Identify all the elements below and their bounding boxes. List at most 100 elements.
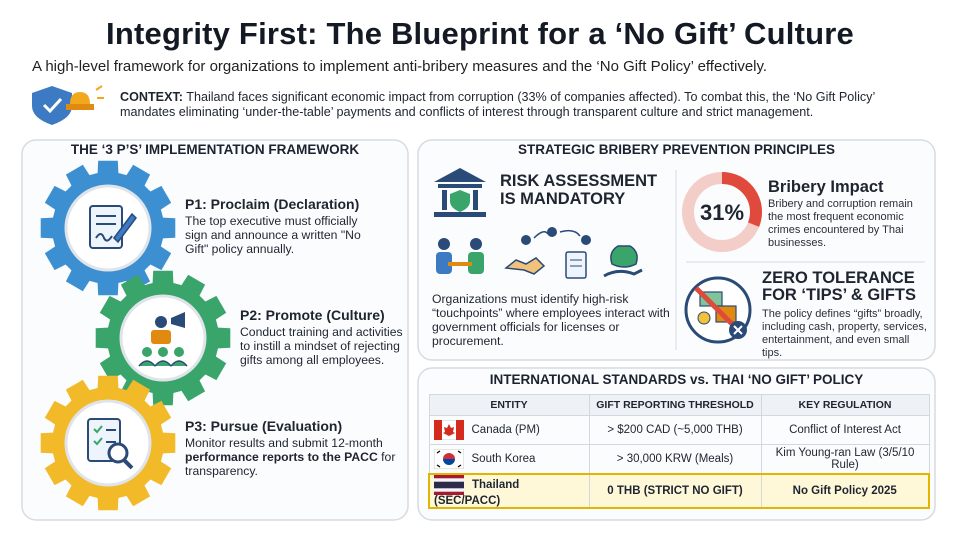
section-heading: STRATEGIC BRIBERY PREVENTION PRINCIPLES [517, 142, 836, 157]
touchpoint-icons-part [438, 238, 450, 250]
risk-title: RISK ASSESSMENT IS MANDATORY [500, 172, 658, 208]
pursue-icon-part [93, 437, 103, 446]
touchpoint-icons-part [436, 252, 452, 274]
pursue-icon-part [107, 442, 129, 464]
step-text: Monitor results and submit 12-month perf… [185, 436, 405, 478]
cell: Canada (PM) [428, 415, 590, 445]
touchpoint-icons-part [610, 245, 638, 268]
step-text: Monitor results and submit 12-month [185, 436, 383, 450]
cell: 0 THB (STRICT NO GIFT) [588, 473, 762, 509]
touchpoint-icons-part [468, 252, 484, 274]
column-header: GIFT REPORTING THRESHOLD [588, 394, 762, 416]
step-title: P1: Proclaim (Declaration) [185, 196, 360, 212]
no-gift-icon-part [733, 325, 743, 335]
promote-icon-part [155, 316, 167, 328]
cell: Conflict of Interest Act [760, 415, 930, 445]
cell: No Gift Policy 2025 [760, 473, 930, 509]
step-text: The top executive must officially sign a… [185, 214, 361, 256]
zero-text: The policy defines “gifts” broadly, incl… [762, 308, 927, 359]
impact-title: Bribery Impact [768, 178, 884, 196]
table-row: South Korea > 30,000 KRW (Meals) Kim You… [428, 444, 930, 475]
korea-flag-part-part [457, 450, 461, 454]
section-heading: INTERNATIONAL STANDARDS vs. THAI ‘NO GIF… [489, 372, 864, 387]
promote-icon-part [151, 330, 171, 344]
impact-donut [682, 172, 762, 252]
pursue-icon [87, 418, 134, 470]
subtitle: A high-level framework for organizations… [32, 58, 768, 75]
touchpoint-icons-part [533, 229, 581, 239]
cell: > $200 CAD (~5,000 THB) [588, 415, 762, 445]
bank-icon [434, 168, 486, 217]
canada-flag-part [442, 424, 455, 436]
thailand-flag-part [434, 481, 464, 489]
promote-icon-part [158, 347, 168, 357]
column-header: ENTITY [428, 394, 590, 416]
bank-icon-part [434, 212, 486, 217]
context-icon-part [70, 92, 90, 104]
canada-flag-part [433, 420, 442, 440]
bank-icon-part [438, 184, 482, 188]
step-text: for transparency. [185, 450, 396, 478]
entity: South Korea [471, 453, 536, 466]
touchpoint-icons [436, 227, 643, 279]
context-icon-part [95, 85, 103, 91]
context-text: Thailand faces significant economic impa… [120, 90, 875, 119]
cell: Thailand (SEC/PACC) [428, 473, 590, 509]
touchpoint-icons-part [581, 235, 591, 245]
header-row: ENTITY GIFT REPORTING THRESHOLD KEY REGU… [428, 394, 930, 416]
pursue-icon-part [122, 458, 134, 470]
impact-arc [682, 172, 762, 252]
step-title: P3: Pursue (Evaluation) [185, 418, 343, 434]
bank-icon-part [442, 190, 447, 210]
touchpoint-icons-part [470, 238, 482, 250]
korea-flag-part [442, 453, 455, 459]
korea-flag-part-part [436, 450, 440, 454]
impact-value: 31% [699, 200, 745, 225]
promote-icon-part [142, 347, 152, 357]
proclaim-icon-part [95, 233, 113, 242]
no-gift-icon [684, 276, 752, 344]
cell: Kim Young-ran Law (3/5/10 Rule) [760, 444, 930, 475]
impact-text: Bribery and corruption remain the most f… [768, 198, 913, 249]
standards-table: ENTITY GIFT REPORTING THRESHOLD KEY REGU… [428, 394, 930, 509]
touchpoint-icons-part [603, 268, 643, 278]
table-row: Canada (PM) > $200 CAD (~5,000 THB) Conf… [428, 415, 930, 445]
standards-table-part: ENTITY GIFT REPORTING THRESHOLD KEY REGU… [428, 394, 930, 509]
touchpoint-icons-part [521, 235, 531, 245]
cell: > 30,000 KRW (Meals) [588, 444, 762, 475]
context-icon-part [66, 104, 94, 110]
context-icon [32, 85, 104, 125]
touchpoint-icons-part [448, 262, 472, 266]
korea-flag-part-part [457, 464, 461, 468]
context-label: CONTEXT: [120, 90, 183, 104]
promote-icon-part [171, 312, 185, 328]
canada-flag [433, 419, 464, 441]
step-text-bold: performance reports to the PACC [185, 450, 378, 464]
context-icon-part [32, 86, 72, 125]
promote-icon-part [138, 360, 188, 367]
context-icon-part [42, 97, 63, 114]
touchpoint-icons-part [565, 251, 587, 279]
context: CONTEXT: Thailand faces significant econ… [120, 90, 930, 120]
proclaim-icon-part [113, 212, 137, 244]
korea-flag [433, 448, 464, 470]
thailand-flag [434, 475, 464, 495]
bank-icon-part [450, 190, 470, 212]
cell: South Korea [428, 444, 590, 475]
proclaim-icon [89, 205, 137, 249]
korea-flag-part-part [436, 464, 440, 468]
entity: Canada (PM) [471, 424, 540, 437]
risk-text: Organizations must identify high-risk “t… [432, 292, 670, 348]
section-heading: THE ‘3 P’S’ IMPLEMENTATION FRAMEWORK [70, 142, 360, 157]
korea-flag-part [442, 459, 455, 465]
entity: Thailand (SEC/PACC) [434, 479, 520, 507]
table-row-highlight: Thailand (SEC/PACC) 0 THB (STRICT NO GIF… [428, 473, 930, 509]
no-gift-icon-part [697, 311, 711, 325]
zero-title: ZERO TOLERANCE FOR ‘TIPS’ & GIFTS [762, 269, 917, 304]
bank-icon-part [473, 190, 478, 210]
canada-flag-part [455, 420, 464, 440]
column-header: KEY REGULATION [760, 394, 930, 416]
promote-icon [138, 312, 188, 367]
korea-flag-part [436, 450, 461, 468]
